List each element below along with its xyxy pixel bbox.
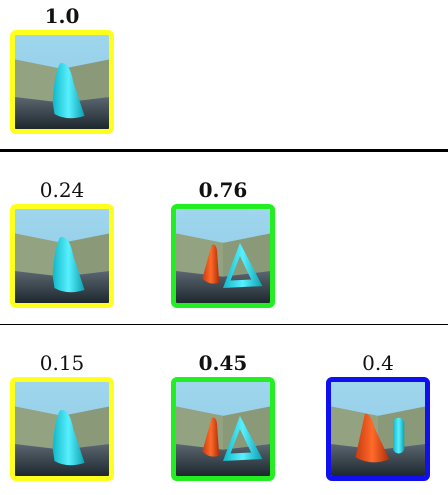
panel-2-1: 0.24 — [6, 178, 118, 308]
score-label: 0.15 — [39, 351, 85, 375]
score-label: 0.4 — [362, 351, 394, 375]
row-3: 0.15 0.45 0.4 — [0, 325, 448, 495]
score-label: 0.45 — [198, 351, 248, 375]
score-label: 0.24 — [39, 178, 85, 202]
scene-thumbnail-green — [171, 204, 275, 308]
scene-thumbnail-green — [171, 377, 275, 481]
panel-3-3: 0.4 — [322, 351, 434, 481]
thick-divider — [0, 149, 448, 152]
panel-3-1: 0.15 — [6, 351, 118, 481]
scene-thumbnail-yellow — [10, 30, 114, 134]
score-label: 0.76 — [198, 178, 248, 202]
panel-1-1: 1.0 — [6, 4, 118, 134]
panel-3-2: 0.45 — [167, 351, 279, 481]
scene-thumbnail-blue — [326, 377, 430, 481]
scene-thumbnail-yellow — [10, 377, 114, 481]
score-label: 1.0 — [44, 4, 80, 28]
scene-thumbnail-yellow — [10, 204, 114, 308]
row-2: 0.24 0.76 — [0, 152, 448, 322]
panel-2-2: 0.76 — [167, 178, 279, 308]
thin-divider — [0, 324, 448, 325]
row-1: 1.0 — [0, 0, 448, 145]
